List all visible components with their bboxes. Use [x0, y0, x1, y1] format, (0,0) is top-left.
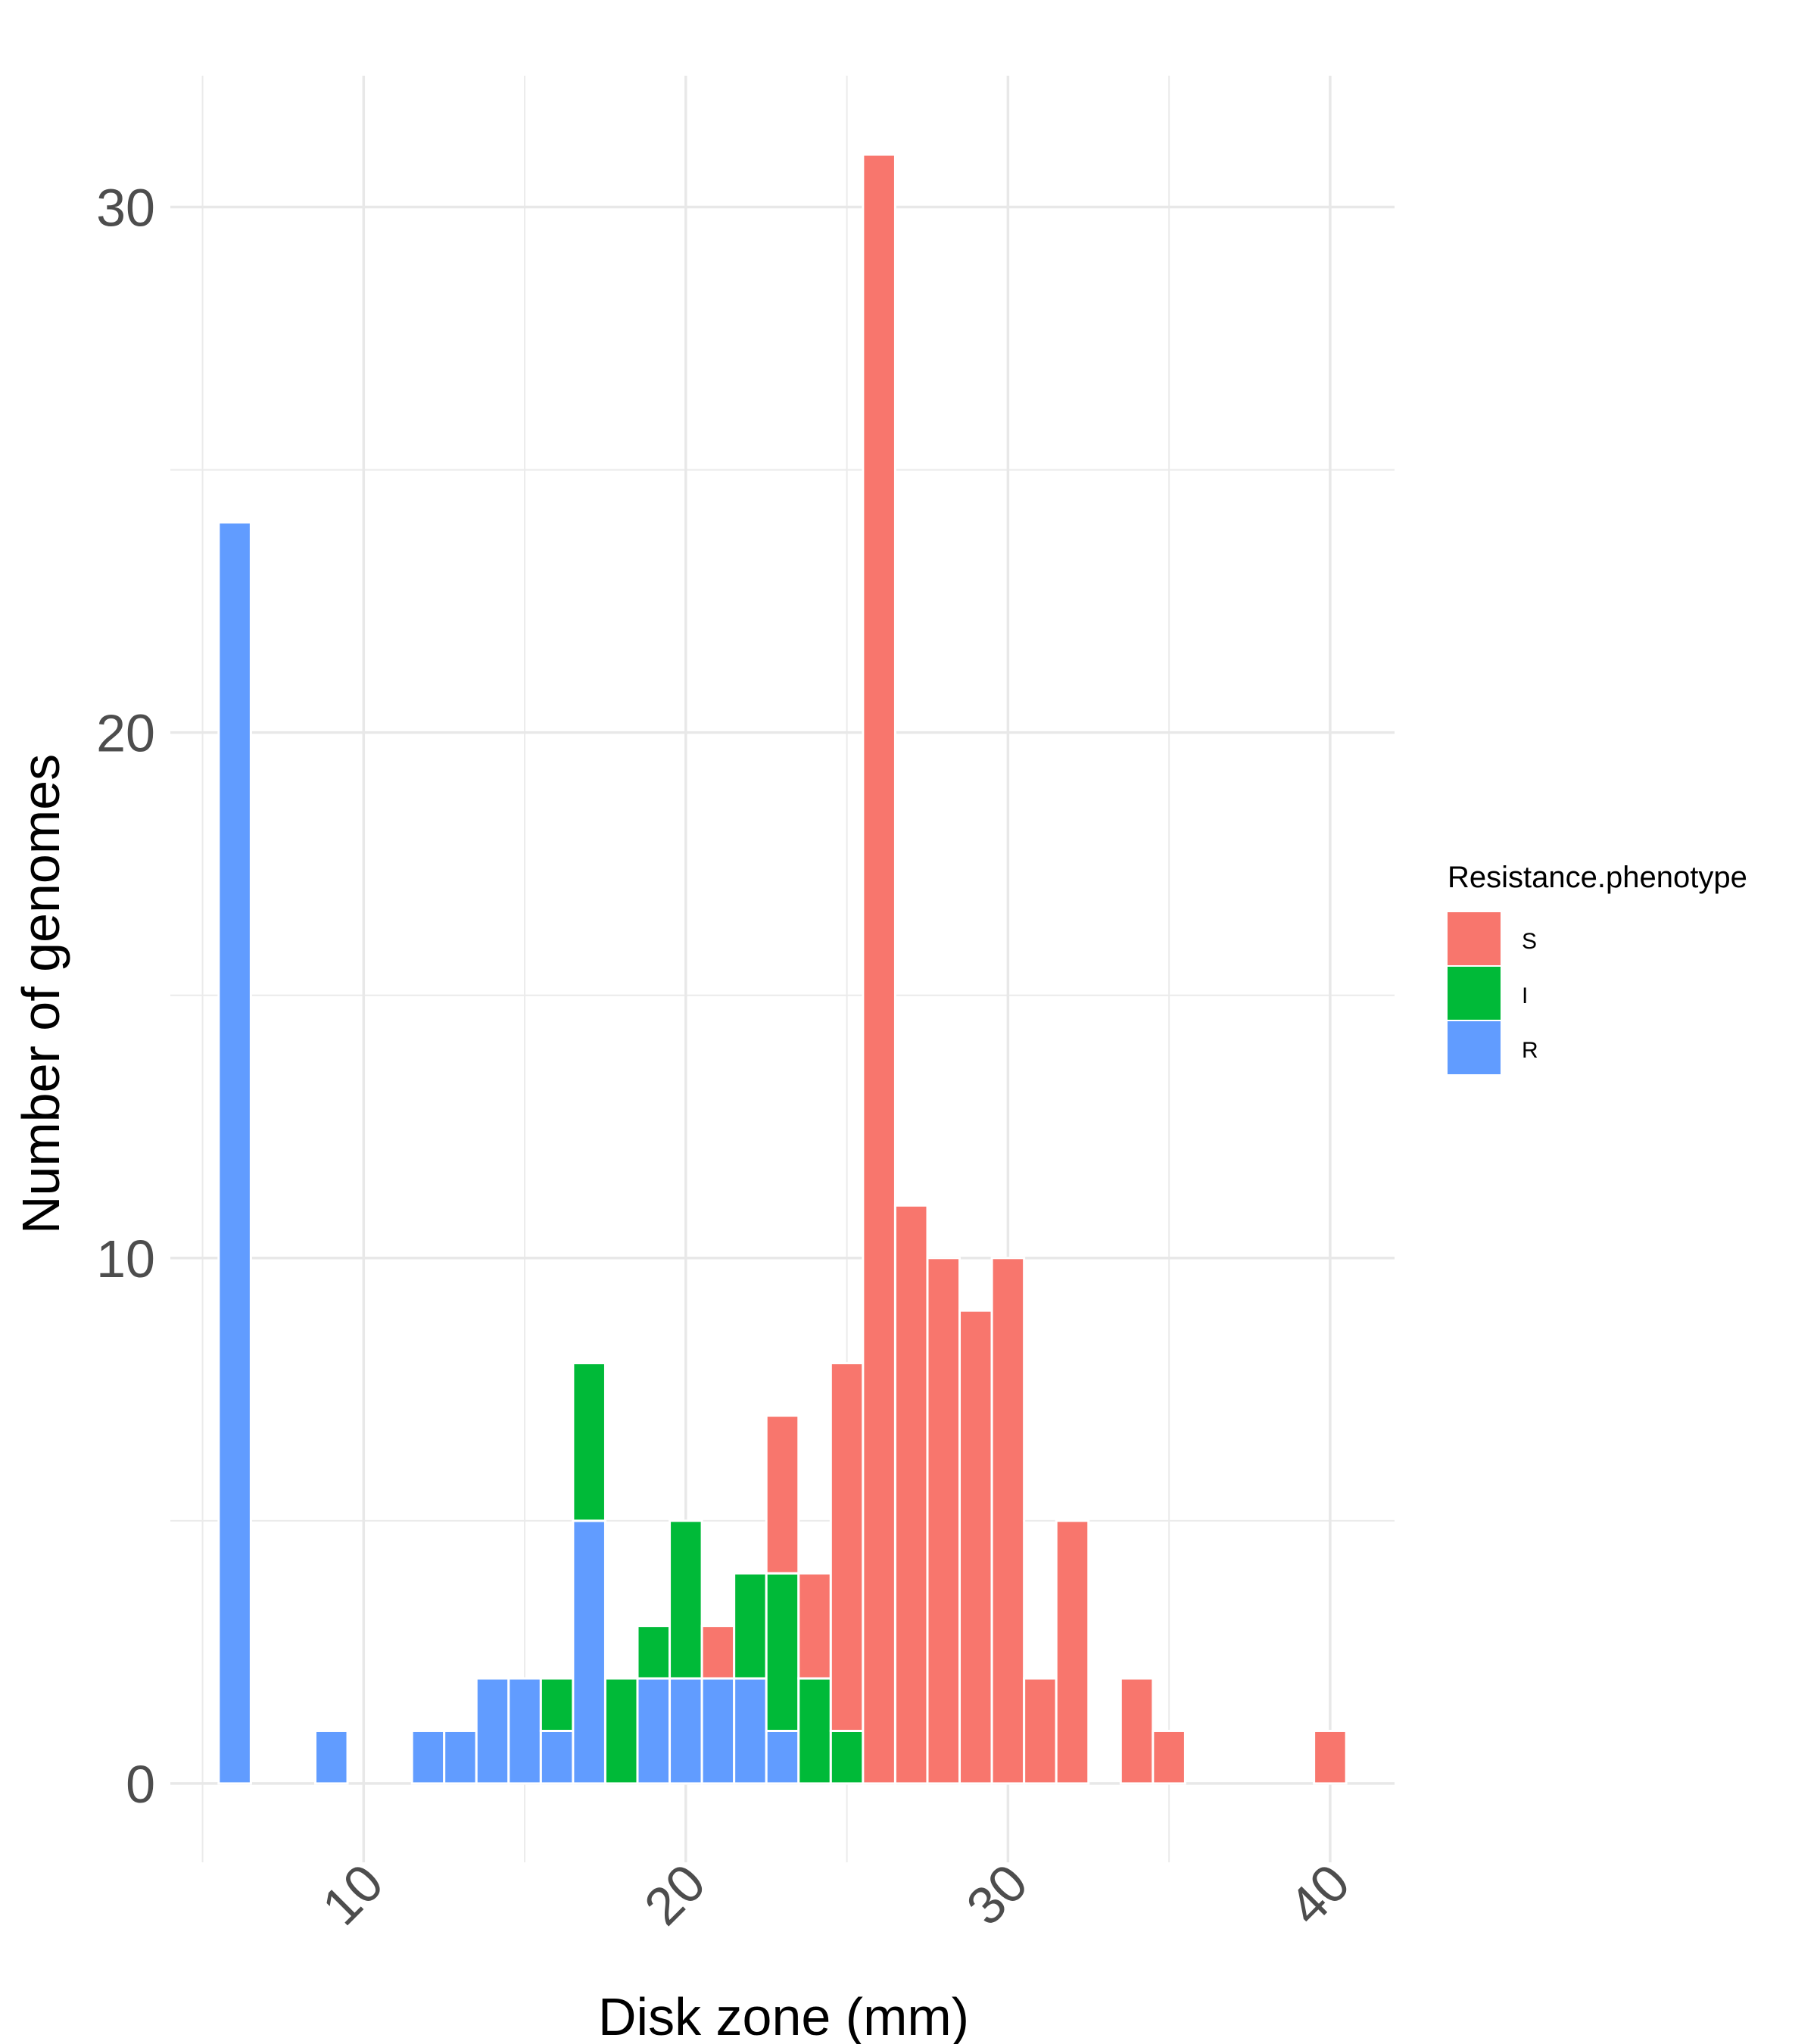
- bar-R-12: [410, 1729, 446, 1785]
- x-tick-label: 10: [311, 1852, 394, 1936]
- bar-R-23: [765, 1729, 800, 1785]
- bar-I-23: [765, 1572, 800, 1732]
- legend-key-I: [1448, 967, 1501, 1020]
- bar-I-17: [572, 1362, 606, 1522]
- x-tick-label: 20: [633, 1852, 716, 1936]
- bar-R-22: [733, 1677, 768, 1785]
- bar-I-16: [539, 1677, 575, 1732]
- bar-I-19: [636, 1625, 672, 1680]
- bar-R-14: [475, 1677, 510, 1785]
- y-axis-title: Number of genomes: [11, 754, 70, 1234]
- bar-R-16: [539, 1729, 575, 1785]
- legend-title: Resistance.phenotype: [1448, 861, 1747, 894]
- bar-S-40: [1313, 1729, 1348, 1785]
- bar-S-27: [893, 1204, 929, 1785]
- bar-R-15: [507, 1677, 542, 1785]
- legend-key-S: [1448, 912, 1501, 965]
- bar-I-20: [669, 1519, 703, 1680]
- x-tick-label: 40: [1277, 1852, 1360, 1936]
- legend-label-I: I: [1522, 983, 1528, 1008]
- y-tick-labels: 0 10 20 30: [96, 179, 155, 1814]
- bar-S-23: [765, 1414, 800, 1575]
- bar-S-24: [797, 1572, 832, 1680]
- bar-R-17: [572, 1519, 606, 1785]
- y-tick-label: 0: [126, 1755, 155, 1814]
- legend-label-S: S: [1522, 929, 1537, 954]
- bar-S-31: [1023, 1677, 1058, 1785]
- x-tick-labels: 10 20 30 40: [311, 1852, 1361, 1936]
- bar-S-28: [926, 1257, 961, 1785]
- bars: [217, 153, 1348, 1785]
- bar-S-34: [1119, 1677, 1155, 1785]
- y-tick-label: 20: [96, 704, 155, 763]
- bar-S-35: [1152, 1729, 1186, 1785]
- legend-label-R: R: [1522, 1038, 1538, 1063]
- bar-I-24: [797, 1677, 832, 1785]
- bar-R-19: [636, 1677, 672, 1785]
- bar-R-9: [313, 1729, 349, 1785]
- bar-S-21: [700, 1625, 736, 1680]
- bar-R-20: [669, 1677, 703, 1785]
- x-axis-title: Disk zone (mm): [598, 1987, 969, 2044]
- bar-S-25: [829, 1362, 865, 1732]
- bar-S-29: [958, 1309, 993, 1785]
- bar-I-25: [829, 1729, 865, 1785]
- bar-I-18: [603, 1677, 639, 1785]
- bar-S-26: [862, 153, 896, 1785]
- bar-R-6: [217, 521, 252, 1785]
- bar-R-21: [700, 1677, 736, 1785]
- x-tick-label: 30: [955, 1852, 1039, 1936]
- bar-S-30: [990, 1257, 1026, 1785]
- bar-R-13: [443, 1729, 478, 1785]
- y-tick-label: 30: [96, 179, 155, 238]
- y-tick-label: 10: [96, 1229, 155, 1288]
- legend: Resistance.phenotype S I R: [1448, 861, 1747, 1074]
- bar-I-22: [733, 1572, 768, 1680]
- legend-key-R: [1448, 1021, 1501, 1074]
- bar-S-32: [1055, 1519, 1090, 1785]
